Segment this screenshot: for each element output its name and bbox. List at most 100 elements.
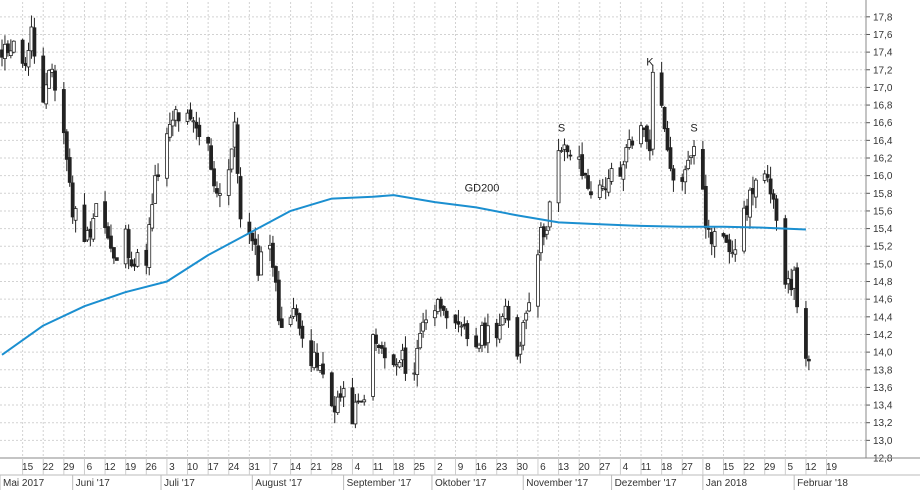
candle-body: [565, 145, 570, 153]
y-axis: 12,8 13,0 13,2 13,4 13,6 13,8 14,0 14,2 14,4 14,6…: [865, 0, 893, 465]
x-tick-label: 17: [208, 462, 220, 473]
candle-body: [94, 203, 99, 217]
candle-body: [70, 182, 75, 218]
candle-body: [47, 69, 52, 89]
candle-body: [167, 124, 172, 138]
y-tick-label: 17,4: [873, 48, 893, 59]
x-tick-label: 21: [311, 462, 323, 473]
x-tick-label: 28: [331, 462, 343, 473]
month-label: Dezember '17: [615, 478, 677, 489]
x-tick-label: 26: [146, 462, 158, 473]
candle-body: [170, 119, 175, 127]
y-tick-label: 16,8: [873, 101, 893, 112]
x-tick-label: 24: [228, 462, 240, 473]
candle-body: [544, 229, 549, 235]
grid: [0, 2, 866, 459]
candle-body: [645, 125, 649, 142]
candle-body: [353, 401, 358, 425]
x-tick-label: 4: [355, 462, 361, 473]
x-tick-label: 11: [373, 462, 384, 473]
candle-body: [804, 308, 808, 359]
y-tick-label: 13,2: [873, 418, 893, 429]
annotation-label: S: [690, 123, 697, 135]
candle-body: [315, 352, 319, 368]
candle-body: [112, 247, 116, 259]
candle-body: [259, 251, 264, 276]
x-tick-label: 4: [623, 462, 629, 473]
candle-body: [215, 188, 219, 194]
candle-body: [527, 302, 532, 312]
candle-body: [524, 312, 529, 321]
candle-body: [176, 112, 181, 122]
x-tick-label: 27: [682, 462, 694, 473]
month-label: Oktober '17: [435, 478, 487, 489]
candle-body: [247, 221, 252, 234]
x-tick-label: 8: [705, 462, 711, 473]
candle-body: [382, 347, 387, 359]
candle-body: [415, 347, 420, 375]
x-tick-label: 20: [579, 462, 591, 473]
candle-body: [768, 178, 773, 195]
candle-body: [703, 185, 708, 229]
candle-body: [253, 238, 258, 245]
candle-body: [668, 147, 673, 169]
candle-body: [659, 72, 664, 106]
candle-body: [212, 168, 216, 187]
candle-body: [506, 306, 511, 321]
candle-body: [456, 321, 461, 325]
x-tick-label: 14: [290, 462, 302, 473]
candle-body: [521, 322, 526, 346]
y-tick-label: 13,0: [873, 436, 893, 447]
candle-body: [630, 140, 635, 146]
candle-body: [453, 314, 458, 324]
candle-body: [424, 319, 428, 324]
candle-body: [188, 109, 193, 120]
x-tick-label: 3: [169, 462, 175, 473]
candle-body: [683, 169, 688, 183]
candle-body: [539, 227, 543, 254]
candle-body: [209, 145, 213, 170]
candle-body: [600, 186, 605, 189]
x-tick-label: 11: [641, 462, 652, 473]
candle-body: [536, 254, 540, 307]
month-label: November '17: [526, 478, 588, 489]
candle-body: [518, 345, 523, 355]
candle-body: [288, 317, 293, 325]
y-tick-label: 17,6: [873, 30, 893, 41]
candle-body: [727, 239, 732, 253]
month-label: Jan 2018: [706, 478, 748, 489]
y-tick-label: 17,8: [873, 12, 893, 23]
candle-body: [379, 345, 384, 349]
candle-body: [515, 317, 520, 357]
candle-body: [191, 120, 196, 123]
candle-body: [126, 229, 131, 259]
y-tick-label: 14,0: [873, 348, 893, 359]
month-label: Juni '17: [76, 478, 111, 489]
candle-body: [748, 189, 752, 218]
candle-body: [700, 149, 705, 190]
candle-body: [706, 228, 711, 230]
candle-body: [806, 358, 811, 362]
candle-body: [5, 43, 10, 54]
candle-body: [606, 178, 611, 193]
candle-body: [91, 218, 96, 240]
candle-body: [624, 147, 629, 163]
x-tick-label: 15: [22, 462, 34, 473]
x-tick-label: 13: [558, 462, 570, 473]
candle-body: [477, 344, 481, 349]
y-tick-label: 16,0: [873, 171, 893, 182]
candle-body: [294, 308, 299, 316]
candle-body: [671, 168, 676, 181]
candle-body: [335, 396, 340, 414]
candle-body: [403, 347, 408, 374]
candlestick-series: [0, 15, 811, 429]
candle-body: [547, 201, 552, 228]
annotation-label: S: [558, 123, 565, 135]
x-tick-label: 29: [63, 462, 75, 473]
candle-body: [568, 154, 573, 157]
candle-body: [586, 175, 590, 189]
x-tick-label: 16: [476, 462, 488, 473]
y-tick-label: 15,6: [873, 206, 893, 217]
x-tick-label: 31: [249, 462, 261, 473]
